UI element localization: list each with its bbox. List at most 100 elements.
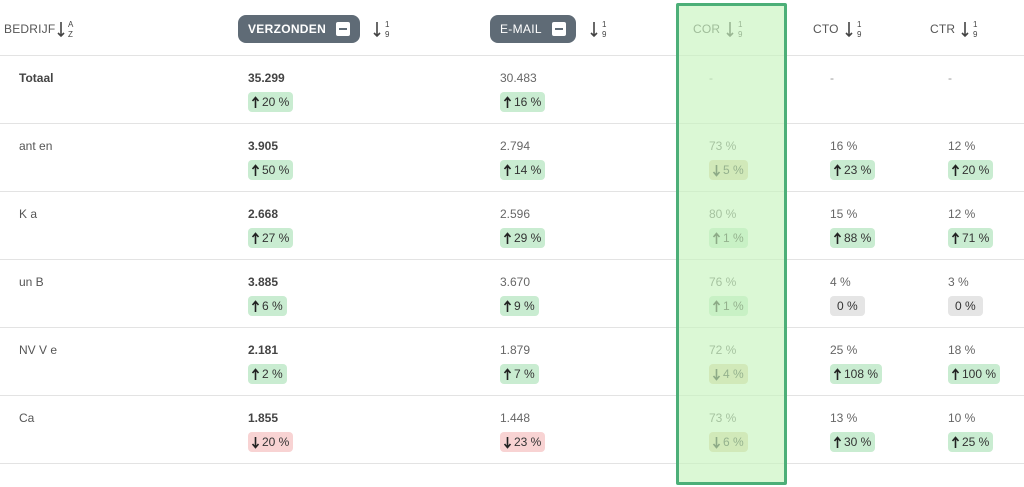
sent-value: 3.905 — [248, 139, 279, 153]
sort-numeric-icon[interactable]: 1 9 — [961, 17, 983, 41]
ctr-value: 10 % — [948, 411, 976, 425]
ctr-delta-text: 71 % — [962, 231, 990, 245]
mail-delta-badge: 9 % — [500, 296, 539, 316]
ctr-value: - — [948, 71, 952, 85]
ctr-value: 18 % — [948, 343, 976, 357]
arrow-up-icon — [833, 435, 842, 448]
cor-value: 80 % — [709, 207, 737, 221]
svg-text:1: 1 — [973, 20, 978, 29]
ctr-delta-badge: 71 % — [948, 228, 994, 248]
cor-delta-text: 6 % — [723, 435, 744, 449]
svg-text:9: 9 — [385, 30, 390, 39]
sent-delta-text: 2 % — [262, 367, 283, 381]
mail-delta-text: 7 % — [514, 367, 535, 381]
ctr-value: 12 % — [948, 207, 976, 221]
cor-value: 73 % — [709, 139, 737, 153]
mail-delta-badge: 14 % — [500, 160, 546, 180]
ctr-delta-text: 25 % — [962, 435, 990, 449]
table-row[interactable]: NV V e 2.181 2 % 1.879 7 % 72 % 4 % 25 % 108 % 18… — [0, 328, 1024, 396]
mail-delta-text: 23 % — [514, 435, 542, 449]
column-header-email-label: E-MAIL — [500, 22, 542, 36]
column-header-cto[interactable]: CTO — [813, 22, 839, 36]
sent-value: 1.855 — [248, 411, 279, 425]
table-row[interactable]: Ca 1.855 20 % 1.448 23 % 73 % 6 % 13 % 30 % 10 % 2… — [0, 396, 1024, 464]
arrow-down-icon — [712, 436, 721, 449]
arrow-up-icon — [833, 367, 842, 380]
sort-numeric-icon[interactable]: 1 9 — [726, 17, 748, 41]
table-row[interactable]: K a 2.668 27 % 2.596 29 % 80 % 1 % 15 % 88 % 12 %… — [0, 192, 1024, 260]
arrow-up-icon — [833, 163, 842, 176]
mail-value: 1.879 — [500, 343, 531, 357]
table-row[interactable]: Totaal 35.299 20 % 30.483 16 % - - - — [0, 56, 1024, 124]
minus-square-icon[interactable] — [551, 22, 566, 36]
column-header-email[interactable]: E-MAIL — [490, 15, 576, 43]
sort-numeric-icon[interactable]: 1 9 — [845, 17, 867, 41]
arrow-up-icon — [503, 367, 512, 380]
sent-value: 2.668 — [248, 207, 279, 221]
cto-delta-badge: 23 % — [830, 160, 876, 180]
table-row[interactable]: un B 3.885 6 % 3.670 9 % 76 % 1 % 4 % 0 % 3 % 0 % — [0, 260, 1024, 328]
svg-text:9: 9 — [857, 30, 862, 39]
mail-delta-badge: 29 % — [500, 228, 546, 248]
company-name: NV V e — [19, 343, 58, 357]
sent-delta-badge: 2 % — [248, 364, 287, 384]
cor-delta-text: 5 % — [723, 163, 744, 177]
mail-delta-badge: 16 % — [500, 92, 546, 112]
mail-delta-text: 16 % — [514, 95, 542, 109]
sent-delta-badge: 6 % — [248, 296, 287, 316]
sent-delta-text: 20 % — [262, 435, 290, 449]
mail-value: 30.483 — [500, 71, 537, 85]
arrow-up-icon — [251, 367, 260, 380]
cor-delta-text: 1 % — [723, 231, 744, 245]
svg-text:A: A — [68, 20, 74, 29]
cto-delta-badge: 30 % — [830, 432, 876, 452]
ctr-delta-badge: 0 % — [948, 296, 983, 316]
sent-delta-text: 27 % — [262, 231, 290, 245]
cor-delta-text: 1 % — [723, 299, 744, 313]
svg-text:9: 9 — [738, 30, 743, 39]
svg-text:Z: Z — [68, 30, 73, 39]
column-header-cor[interactable]: COR — [693, 22, 721, 36]
sort-numeric-icon[interactable]: 1 9 — [590, 17, 612, 41]
svg-text:1: 1 — [385, 20, 390, 29]
mail-delta-text: 29 % — [514, 231, 542, 245]
svg-text:9: 9 — [602, 30, 607, 39]
arrow-down-icon — [712, 164, 721, 177]
cto-value: 16 % — [830, 139, 858, 153]
arrow-up-icon — [712, 299, 721, 312]
ctr-value: 3 % — [948, 275, 969, 289]
arrow-up-icon — [503, 299, 512, 312]
column-header-company[interactable]: BEDRIJF — [4, 22, 56, 36]
minus-square-icon[interactable] — [336, 22, 351, 36]
arrow-up-icon — [503, 231, 512, 244]
cor-delta-badge: 6 % — [709, 432, 748, 452]
cto-delta-text: 0 % — [837, 299, 858, 313]
column-header-sent[interactable]: VERZONDEN — [238, 15, 361, 43]
ctr-delta-badge: 20 % — [948, 160, 994, 180]
arrow-up-icon — [951, 163, 960, 176]
ctr-delta-badge: 25 % — [948, 432, 994, 452]
sort-numeric-icon[interactable]: 1 9 — [373, 17, 395, 41]
cto-value: 4 % — [830, 275, 851, 289]
column-header-ctr[interactable]: CTR — [930, 22, 956, 36]
cto-delta-badge: 88 % — [830, 228, 876, 248]
sent-value: 2.181 — [248, 343, 279, 357]
cto-value: 25 % — [830, 343, 858, 357]
mail-delta-badge: 23 % — [500, 432, 546, 452]
sort-alpha-icon[interactable]: A Z — [57, 17, 79, 41]
mail-value: 2.596 — [500, 207, 531, 221]
table-row[interactable]: ant en 3.905 50 % 2.794 14 % 73 % 5 % 16 % 23 % 1… — [0, 124, 1024, 192]
ctr-delta-text: 100 % — [962, 367, 997, 381]
arrow-up-icon — [251, 163, 260, 176]
sent-value: 35.299 — [248, 71, 285, 85]
cor-delta-badge: 5 % — [709, 160, 748, 180]
company-name: un B — [19, 275, 44, 289]
cto-delta-badge: 0 % — [830, 296, 865, 316]
sent-delta-badge: 27 % — [248, 228, 294, 248]
cor-value: - — [709, 71, 713, 85]
sent-delta-text: 6 % — [262, 299, 283, 313]
ctr-delta-text: 0 % — [955, 299, 976, 313]
svg-text:1: 1 — [857, 20, 862, 29]
company-name: Totaal — [19, 71, 54, 85]
sent-delta-text: 50 % — [262, 163, 290, 177]
